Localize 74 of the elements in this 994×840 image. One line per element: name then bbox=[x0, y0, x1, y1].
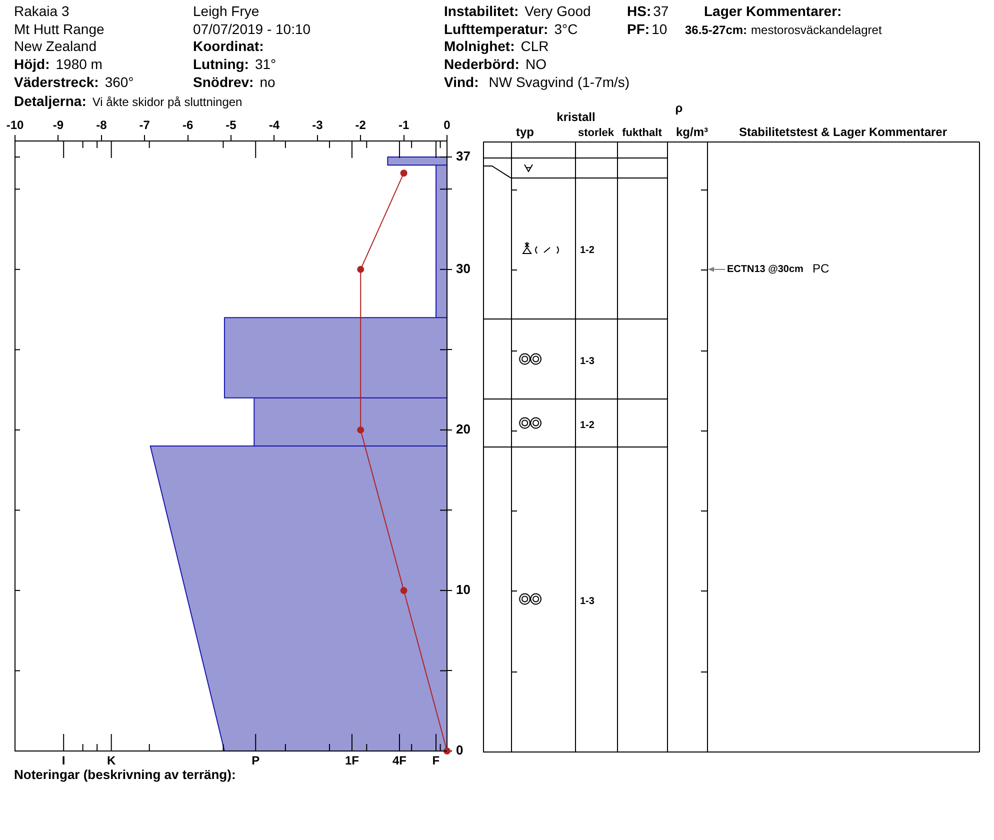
text: PC bbox=[812, 262, 830, 276]
text: 1-2 bbox=[580, 420, 594, 430]
y-tick-label: 37 bbox=[456, 148, 470, 164]
text: Instabilitet: bbox=[444, 3, 519, 19]
x-tick-label: -5 bbox=[226, 118, 237, 132]
text: kg/m³ bbox=[676, 125, 708, 139]
text: Stabilitetstest & Lager Kommentarer bbox=[738, 125, 948, 139]
x-tick-label: -3 bbox=[312, 118, 324, 132]
text: Detaljerna: bbox=[14, 92, 86, 108]
text: 360° bbox=[104, 74, 134, 90]
y-tick-label: 0 bbox=[456, 742, 464, 758]
y-tick-label: 20 bbox=[456, 422, 470, 437]
text: fukthalt bbox=[622, 127, 662, 139]
text: Koordinat: bbox=[193, 38, 264, 54]
text: 4F bbox=[392, 753, 406, 768]
text: CLR bbox=[520, 38, 549, 54]
text: Höjd: bbox=[14, 56, 50, 72]
text: Leigh Frye bbox=[193, 3, 260, 19]
text: PF: bbox=[627, 20, 650, 36]
text: 1980 m bbox=[56, 56, 102, 72]
text: K bbox=[107, 753, 116, 768]
text: 1-3 bbox=[580, 596, 594, 607]
text: Väderstreck: bbox=[14, 74, 99, 90]
point bbox=[357, 266, 364, 273]
text: 07/07/2019 - 10:10 bbox=[193, 20, 311, 36]
text: 10 bbox=[652, 20, 668, 36]
ref-line-label: ECTN13 @30cm bbox=[727, 264, 804, 276]
text: Lufttemperatur: bbox=[444, 20, 548, 36]
text: NW Svagvind (1-7m/s) bbox=[488, 74, 630, 90]
text: 3°C bbox=[554, 20, 578, 36]
text: HS: bbox=[627, 3, 652, 19]
text: NO bbox=[525, 56, 546, 72]
point bbox=[357, 426, 364, 434]
text: Vi åkte skidor på sluttningen bbox=[92, 94, 242, 108]
text: storlek bbox=[578, 127, 614, 139]
text: 1F bbox=[344, 753, 359, 768]
text: ρ bbox=[675, 101, 683, 115]
text: Mt Hutt Range bbox=[14, 20, 104, 36]
point bbox=[444, 748, 450, 754]
text: P bbox=[252, 753, 260, 768]
text: Nederbörd: bbox=[444, 56, 520, 72]
text: typ bbox=[516, 125, 534, 139]
text: 1-3 bbox=[580, 356, 594, 366]
x-tick-label: -9 bbox=[52, 118, 64, 132]
text: F bbox=[432, 753, 440, 768]
text: Vind: bbox=[444, 74, 479, 90]
text: mestorosväckandelagret bbox=[751, 22, 882, 36]
text: 31° bbox=[254, 56, 276, 72]
text: Molnighet: bbox=[444, 38, 515, 54]
text: 37 bbox=[653, 3, 669, 19]
x-tick-label: -2 bbox=[355, 118, 366, 132]
x-tick-label: -7 bbox=[139, 118, 150, 132]
point bbox=[400, 170, 408, 177]
y-tick-label: 30 bbox=[456, 261, 470, 276]
x-tick-label: -1 bbox=[398, 118, 410, 132]
text: 1-2 bbox=[580, 245, 594, 256]
x-tick-label: -4 bbox=[268, 118, 280, 132]
x-tick-label: -6 bbox=[182, 118, 194, 132]
text: 36.5-27cm: bbox=[685, 22, 748, 36]
text: Rakaia 3 bbox=[14, 3, 70, 19]
y-tick-label: 10 bbox=[456, 582, 470, 598]
point bbox=[400, 586, 408, 594]
text: kristall bbox=[556, 110, 596, 124]
text: I bbox=[62, 753, 66, 768]
text: no bbox=[260, 74, 276, 90]
x-tick-label: -10 bbox=[6, 118, 24, 132]
text: Lager Kommentarer: bbox=[704, 3, 842, 19]
x-tick-label: -8 bbox=[96, 118, 108, 132]
text: Very Good bbox=[524, 3, 591, 19]
text: Snödrev: bbox=[193, 74, 254, 90]
x-tick-label: 0 bbox=[444, 118, 451, 132]
text: New Zealand bbox=[14, 38, 96, 54]
text: Lutning: bbox=[193, 56, 249, 72]
text: Noteringar (beskrivning av terräng): bbox=[14, 767, 236, 782]
